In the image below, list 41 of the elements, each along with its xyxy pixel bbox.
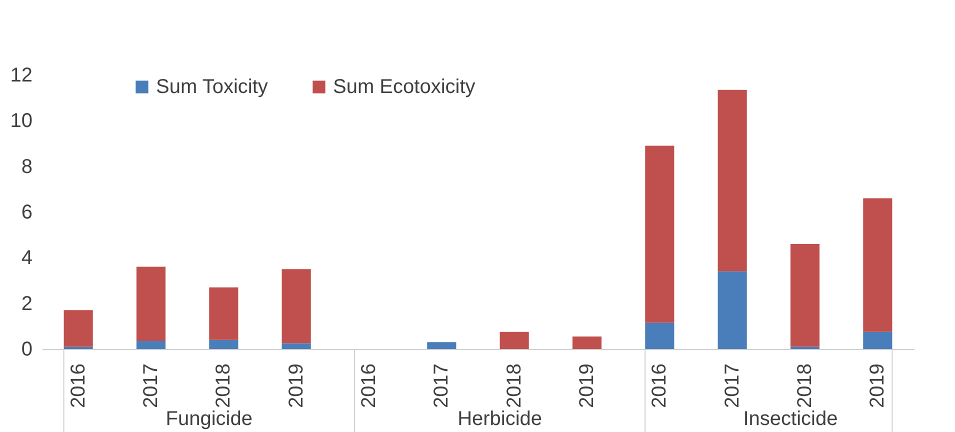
text: Insecticide <box>743 408 838 430</box>
bar <box>863 332 892 349</box>
legend-label: Sum Toxicity <box>156 76 268 98</box>
bar <box>209 287 238 340</box>
bar <box>572 336 602 349</box>
y-tick-label: 8 <box>21 156 32 178</box>
bar <box>500 332 529 349</box>
x-tick-label: 2017 <box>430 364 453 408</box>
y-tick-label: 12 <box>10 64 32 86</box>
bar <box>863 198 892 332</box>
y-tick-label: 4 <box>21 247 32 270</box>
y-tick-label: 0 <box>21 338 32 360</box>
x-tick-label: 2016 <box>67 364 90 408</box>
x-tick-label: 2019 <box>576 364 598 408</box>
x-tick-label: 2018 <box>212 364 235 408</box>
bar <box>645 146 674 323</box>
text: Herbicide <box>458 408 542 430</box>
legend-label: Sum Ecotoxicity <box>333 76 476 98</box>
x-tick-label: 2018 <box>503 364 526 408</box>
y-tick-label: 10 <box>10 110 32 132</box>
x-tick-label: 2016 <box>648 364 671 408</box>
x-tick-label: 2017 <box>140 364 162 408</box>
bar <box>64 310 93 347</box>
x-tick-label: 2019 <box>866 364 889 408</box>
bar <box>718 90 747 272</box>
bar <box>282 269 311 344</box>
y-tick-label: 2 <box>21 292 32 315</box>
x-tick-label: 2019 <box>285 364 308 408</box>
text: Fungicide <box>166 408 252 430</box>
bar <box>427 342 456 349</box>
bar <box>645 322 674 349</box>
bar <box>282 343 311 349</box>
bar <box>209 340 238 349</box>
x-tick-label: 2018 <box>794 364 816 408</box>
x-tick-label: 2017 <box>721 364 744 408</box>
bar <box>136 266 166 342</box>
y-tick-label: 6 <box>21 202 32 224</box>
x-tick-label: 2016 <box>358 364 380 408</box>
bar <box>718 271 747 349</box>
bar <box>136 341 166 349</box>
bar <box>790 244 820 347</box>
